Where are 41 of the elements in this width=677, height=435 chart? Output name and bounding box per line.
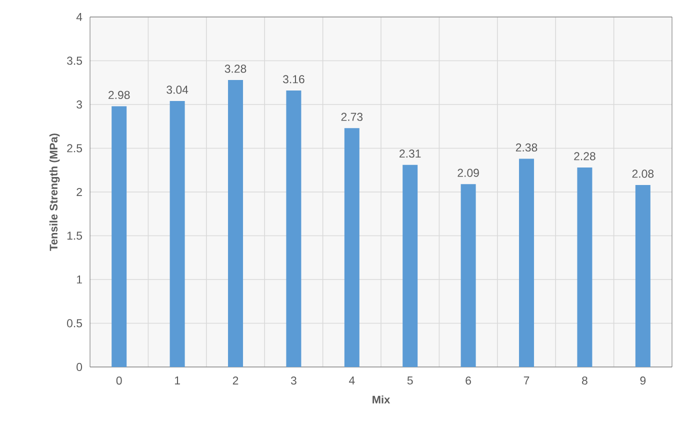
bar [112,106,127,367]
data-label: 2.73 [341,112,363,121]
bar [635,184,650,367]
x-tick-label: 7 [524,376,530,384]
data-label: 3.28 [224,64,246,73]
x-tick-label: 4 [348,376,355,384]
y-tick-label: 3 [76,100,82,109]
y-tick-label: 3.5 [67,56,82,65]
bar [286,90,302,367]
bar [170,100,185,367]
data-label: 2.38 [516,143,538,152]
x-tick-label: 2 [232,376,238,385]
y-tick-label: 2 [76,188,82,196]
x-tick-label: 0 [116,376,122,385]
y-tick-label: 1 [76,276,82,284]
y-tick-label: 0.5 [67,319,82,328]
x-tick-label: 6 [466,376,471,385]
data-label: 2.98 [108,90,130,100]
bar [228,80,244,367]
data-label: 2.08 [632,170,654,178]
data-label: 2.28 [574,152,596,160]
y-tick-label: 0 [76,362,82,372]
x-tick-label: 5 [407,376,413,384]
x-tick-label: 3 [290,376,296,385]
x-axis-title: Mix [372,395,390,404]
x-tick-label: 1 [175,376,180,384]
y-tick-label: 2.5 [67,144,82,152]
y-tick-label: 4 [76,13,82,21]
x-tick-label: 9 [640,376,646,385]
y-tick-label: 1.5 [67,232,82,240]
y-axis-title: Tensile Strength (MPa) [49,134,60,251]
bar [460,184,476,367]
data-label: 3.16 [282,75,304,84]
bar [519,158,534,367]
x-tick-label: 8 [582,376,588,385]
data-label: 2.31 [400,150,421,158]
bar [344,128,360,367]
data-label: 2.09 [458,168,479,177]
data-label: 3.04 [166,86,188,94]
bar [402,164,418,367]
bar [577,167,592,367]
